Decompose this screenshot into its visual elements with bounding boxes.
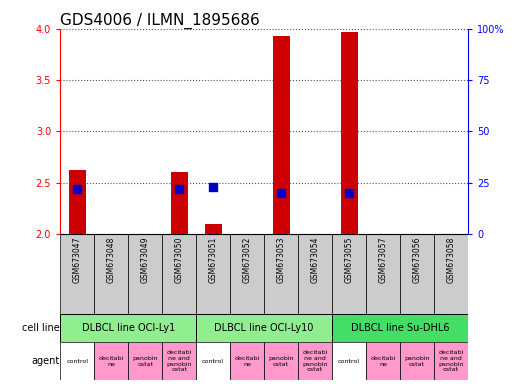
Bar [298, 342, 332, 380]
Bar [332, 342, 366, 380]
Text: DLBCL line OCI-Ly1: DLBCL line OCI-Ly1 [82, 323, 175, 333]
Text: GSM673048: GSM673048 [107, 236, 116, 283]
Bar [94, 234, 128, 314]
Text: GSM673054: GSM673054 [311, 236, 320, 283]
Text: decitabi
ne: decitabi ne [98, 356, 124, 367]
Bar [340, 32, 358, 234]
Point [73, 185, 82, 192]
Point [277, 190, 286, 196]
Bar [264, 234, 298, 314]
Text: GSM673052: GSM673052 [243, 236, 252, 283]
Point [345, 190, 354, 196]
Bar [128, 342, 162, 380]
Bar [196, 314, 332, 342]
Text: GSM673051: GSM673051 [209, 236, 218, 283]
Bar [128, 234, 162, 314]
Text: decitabi
ne: decitabi ne [370, 356, 396, 367]
Bar [94, 342, 128, 380]
Text: decitabi
ne and
panobin
ostat: decitabi ne and panobin ostat [302, 350, 328, 372]
Text: GSM673056: GSM673056 [413, 236, 422, 283]
Bar [400, 342, 434, 380]
Text: GSM673055: GSM673055 [345, 236, 354, 283]
Bar [60, 342, 94, 380]
Bar [298, 234, 332, 314]
Text: decitabi
ne: decitabi ne [234, 356, 260, 367]
Bar [162, 234, 196, 314]
Text: GSM673047: GSM673047 [73, 236, 82, 283]
Bar [230, 234, 264, 314]
Text: GSM673058: GSM673058 [447, 236, 456, 283]
Text: GSM673053: GSM673053 [277, 236, 286, 283]
Text: control: control [338, 359, 360, 364]
Text: control: control [66, 359, 88, 364]
Text: cell line: cell line [22, 323, 60, 333]
Text: GDS4006 / ILMN_1895686: GDS4006 / ILMN_1895686 [60, 13, 260, 29]
Text: agent: agent [31, 356, 60, 366]
Bar [69, 170, 86, 234]
Text: panobin
ostat: panobin ostat [132, 356, 158, 367]
Point [175, 185, 184, 192]
Text: decitabi
ne and
panobin
ostat: decitabi ne and panobin ostat [166, 350, 192, 372]
Text: GSM673057: GSM673057 [379, 236, 388, 283]
Bar [434, 234, 468, 314]
Text: DLBCL line OCI-Ly10: DLBCL line OCI-Ly10 [214, 323, 314, 333]
Bar [332, 314, 468, 342]
Text: GSM673049: GSM673049 [141, 236, 150, 283]
Bar [60, 234, 94, 314]
Bar [272, 36, 290, 234]
Bar [162, 342, 196, 380]
Text: control: control [202, 359, 224, 364]
Bar [230, 342, 264, 380]
Bar [196, 234, 230, 314]
Text: DLBCL line Su-DHL6: DLBCL line Su-DHL6 [351, 323, 449, 333]
Text: panobin
ostat: panobin ostat [268, 356, 294, 367]
Bar [60, 314, 196, 342]
Bar [332, 234, 366, 314]
Bar [264, 342, 298, 380]
Point [209, 184, 218, 190]
Bar [170, 172, 188, 234]
Text: GSM673050: GSM673050 [175, 236, 184, 283]
Bar [196, 342, 230, 380]
Bar [204, 223, 222, 234]
Bar [434, 342, 468, 380]
Bar [400, 234, 434, 314]
Bar [366, 342, 400, 380]
Text: decitabi
ne and
panobin
ostat: decitabi ne and panobin ostat [438, 350, 464, 372]
Bar [366, 234, 400, 314]
Text: panobin
ostat: panobin ostat [404, 356, 430, 367]
